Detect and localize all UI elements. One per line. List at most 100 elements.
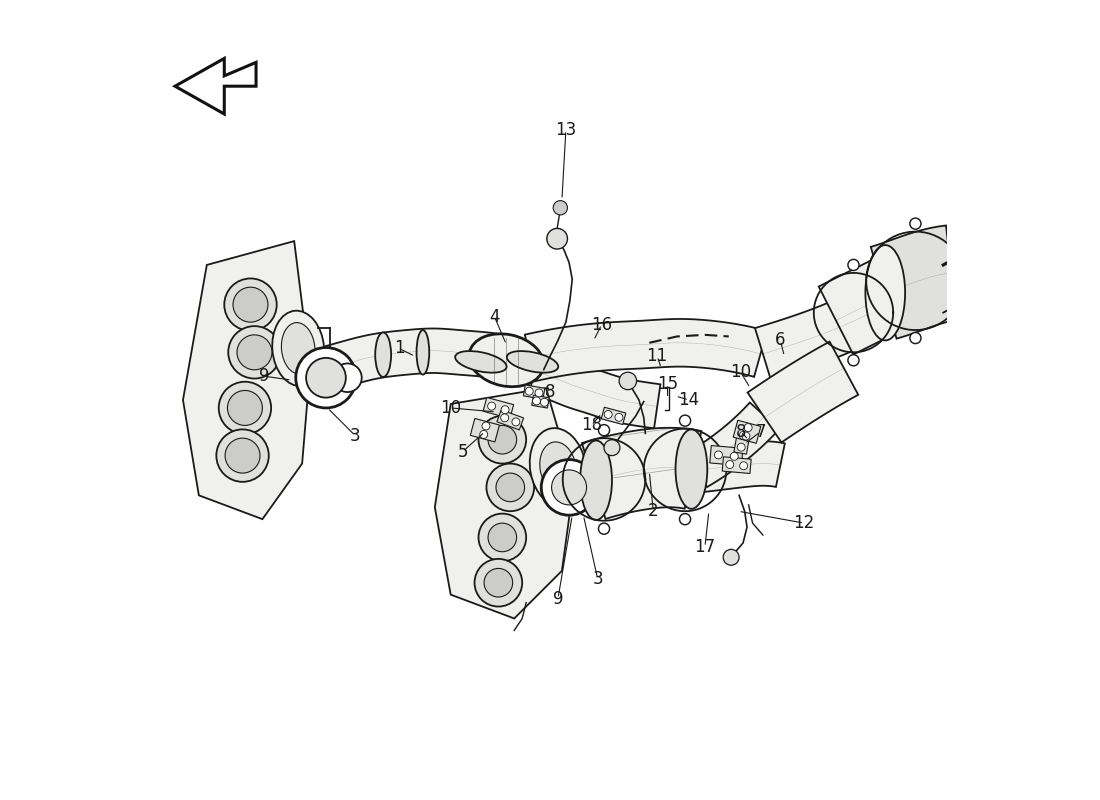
Polygon shape — [582, 428, 702, 519]
Circle shape — [615, 414, 623, 422]
Circle shape — [502, 406, 509, 414]
Circle shape — [910, 218, 921, 229]
Text: 10: 10 — [440, 399, 461, 417]
Circle shape — [488, 426, 517, 454]
Circle shape — [236, 335, 272, 370]
Circle shape — [680, 514, 691, 525]
Circle shape — [488, 523, 517, 552]
Circle shape — [741, 432, 750, 440]
Circle shape — [219, 382, 272, 434]
Circle shape — [910, 333, 921, 343]
Circle shape — [482, 422, 490, 430]
Circle shape — [535, 389, 543, 397]
Circle shape — [333, 363, 362, 392]
Text: 17: 17 — [694, 538, 715, 556]
Circle shape — [228, 390, 263, 426]
Circle shape — [532, 397, 540, 405]
Circle shape — [726, 461, 734, 469]
Circle shape — [723, 550, 739, 566]
Circle shape — [486, 463, 535, 511]
Text: 3: 3 — [350, 426, 361, 445]
Circle shape — [619, 372, 637, 390]
Circle shape — [730, 452, 738, 460]
Circle shape — [480, 430, 487, 438]
Text: 9: 9 — [552, 590, 563, 608]
Circle shape — [541, 459, 597, 515]
Polygon shape — [871, 226, 956, 338]
Polygon shape — [710, 446, 742, 466]
Polygon shape — [471, 418, 499, 442]
Circle shape — [598, 425, 609, 436]
Circle shape — [478, 514, 526, 562]
Circle shape — [487, 402, 496, 410]
Ellipse shape — [455, 351, 507, 373]
Polygon shape — [734, 420, 761, 443]
Polygon shape — [434, 388, 574, 618]
Text: 15: 15 — [657, 375, 678, 393]
Text: 7: 7 — [756, 422, 766, 441]
Text: 14: 14 — [679, 391, 700, 409]
Polygon shape — [755, 262, 937, 380]
Ellipse shape — [282, 322, 315, 374]
Ellipse shape — [530, 428, 586, 507]
Polygon shape — [497, 410, 524, 430]
Ellipse shape — [675, 430, 707, 509]
Text: 1: 1 — [394, 339, 405, 358]
Circle shape — [598, 523, 609, 534]
Circle shape — [512, 418, 520, 426]
Circle shape — [474, 559, 522, 606]
Circle shape — [229, 326, 280, 378]
Text: 11: 11 — [647, 347, 668, 366]
Polygon shape — [723, 457, 751, 474]
Circle shape — [217, 430, 268, 482]
Ellipse shape — [417, 330, 429, 374]
Circle shape — [739, 431, 747, 439]
Text: 13: 13 — [556, 121, 576, 139]
Circle shape — [540, 398, 549, 406]
Polygon shape — [525, 319, 767, 381]
Circle shape — [715, 451, 723, 459]
Ellipse shape — [866, 245, 905, 341]
Text: 10: 10 — [730, 363, 751, 381]
Circle shape — [226, 438, 260, 473]
Ellipse shape — [540, 442, 576, 493]
Circle shape — [296, 347, 356, 408]
Text: 9: 9 — [258, 367, 270, 385]
Polygon shape — [308, 329, 538, 394]
Polygon shape — [734, 429, 750, 454]
Text: 5: 5 — [458, 442, 468, 461]
Circle shape — [604, 410, 613, 418]
Text: 18: 18 — [581, 417, 602, 434]
Ellipse shape — [507, 351, 558, 373]
Text: 3: 3 — [593, 570, 603, 588]
Circle shape — [604, 440, 620, 456]
Polygon shape — [483, 398, 514, 418]
Circle shape — [680, 415, 691, 426]
Polygon shape — [524, 385, 544, 399]
Circle shape — [233, 287, 268, 322]
Circle shape — [553, 201, 568, 215]
Text: 8: 8 — [736, 422, 746, 441]
Ellipse shape — [272, 310, 324, 386]
Ellipse shape — [375, 333, 392, 377]
Polygon shape — [531, 395, 549, 408]
Text: 12: 12 — [793, 514, 815, 532]
Circle shape — [848, 259, 859, 270]
Circle shape — [525, 387, 533, 395]
Polygon shape — [183, 241, 310, 519]
Polygon shape — [748, 342, 858, 442]
Ellipse shape — [580, 441, 612, 520]
Circle shape — [745, 423, 752, 431]
Circle shape — [500, 414, 508, 422]
Circle shape — [575, 474, 601, 500]
Circle shape — [496, 473, 525, 502]
Text: 2: 2 — [648, 502, 659, 520]
Ellipse shape — [469, 334, 543, 386]
Polygon shape — [602, 407, 626, 425]
Circle shape — [547, 229, 568, 249]
Polygon shape — [688, 402, 779, 487]
Circle shape — [484, 569, 513, 597]
Text: 6: 6 — [776, 331, 785, 350]
Circle shape — [848, 354, 859, 366]
Circle shape — [551, 470, 586, 505]
